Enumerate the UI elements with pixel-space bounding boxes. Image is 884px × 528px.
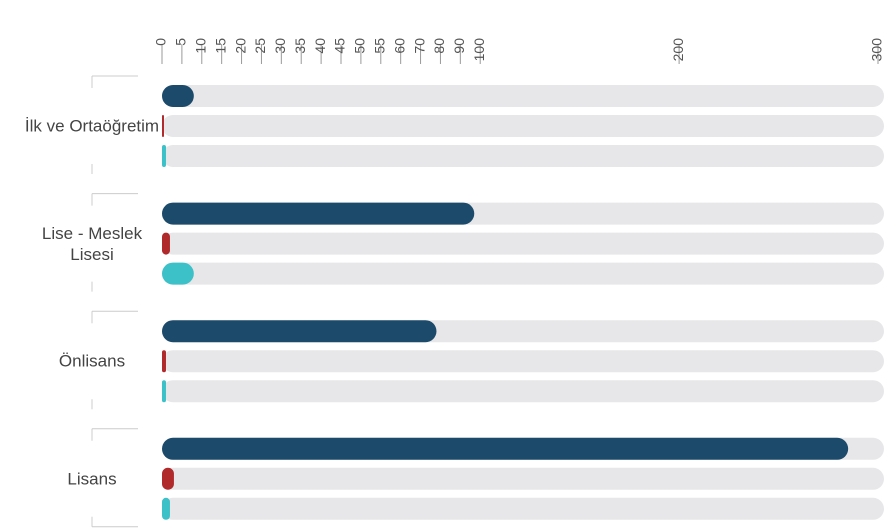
track xyxy=(162,145,884,167)
bar xyxy=(162,202,475,225)
x-tick-label: 0 xyxy=(153,38,169,46)
x-tick-label: 90 xyxy=(451,38,467,54)
bar xyxy=(162,467,174,490)
track xyxy=(162,497,884,520)
bar xyxy=(162,232,170,255)
track xyxy=(162,380,884,403)
x-tick-label: 50 xyxy=(352,38,368,54)
bar xyxy=(162,350,166,373)
x-tick-label: 300 xyxy=(869,38,884,62)
category-label: Önlisans xyxy=(58,351,126,371)
track xyxy=(162,467,884,490)
x-tick-label: 60 xyxy=(391,38,407,54)
x-tick-label: 200 xyxy=(670,38,686,62)
x-tick-label: 35 xyxy=(292,38,308,54)
bar xyxy=(162,437,849,460)
bar xyxy=(162,145,166,167)
bar xyxy=(162,497,170,520)
x-tick-label: 25 xyxy=(252,38,268,54)
category-label: İlk ve Ortaöğretim xyxy=(24,116,160,136)
x-tick-label: 100 xyxy=(471,38,487,62)
category-label: Lisans xyxy=(67,469,117,489)
track xyxy=(162,115,884,137)
x-tick-label: 55 xyxy=(371,38,387,54)
bar xyxy=(162,380,166,403)
x-tick-label: 20 xyxy=(232,38,248,54)
track xyxy=(162,232,884,255)
x-tick-label: 40 xyxy=(312,38,328,54)
x-tick-label: 30 xyxy=(272,38,288,54)
bar xyxy=(162,85,194,107)
track xyxy=(162,85,884,107)
track xyxy=(162,350,884,373)
bar xyxy=(162,115,164,137)
x-tick-label: 10 xyxy=(192,38,208,54)
bar xyxy=(162,320,437,343)
bar xyxy=(162,262,194,285)
x-tick-label: 80 xyxy=(431,38,447,54)
x-tick-label: 70 xyxy=(411,38,427,54)
x-tick-label: 45 xyxy=(332,38,348,54)
track xyxy=(162,262,884,285)
x-tick-label: 15 xyxy=(212,38,228,54)
x-tick-label: 5 xyxy=(173,38,189,46)
category-label: Lise - Meslek Lisesi xyxy=(41,223,143,264)
